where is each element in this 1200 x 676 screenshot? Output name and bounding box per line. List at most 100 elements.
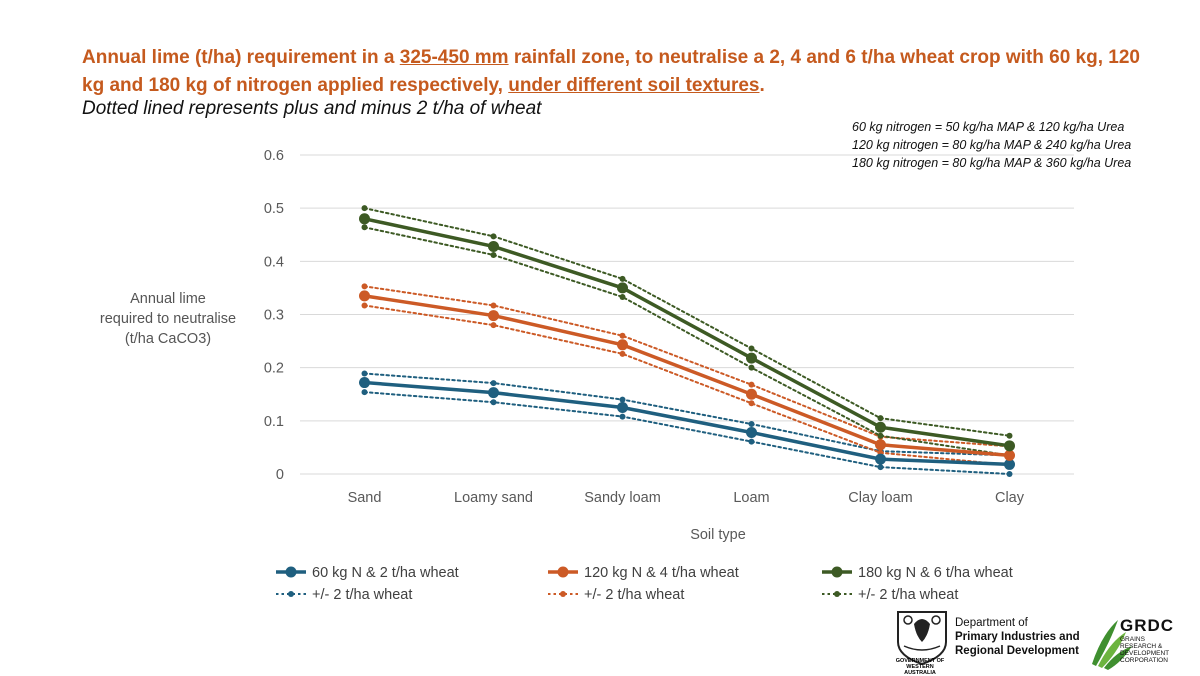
data-point	[619, 275, 626, 282]
x-tick-label: Sandy loam	[584, 490, 661, 506]
chart-title: Annual lime (t/ha) requirement in a 325-…	[82, 44, 1162, 100]
data-point	[359, 377, 370, 389]
note-60kg: 60 kg nitrogen = 50 kg/ha MAP & 120 kg/h…	[852, 120, 1125, 134]
legend-swatch-marker	[560, 591, 566, 597]
data-point	[361, 205, 368, 212]
x-tick-label: Clay	[995, 490, 1025, 506]
grdc-name: GRDC	[1120, 616, 1175, 635]
title-rainfall-zone: 325-450 mm	[399, 47, 509, 68]
data-point	[1004, 458, 1015, 470]
data-point	[875, 453, 886, 465]
data-point	[359, 213, 370, 225]
data-point	[748, 364, 755, 371]
y-tick-label: 0.3	[264, 308, 284, 324]
title-part1: Annual lime (t/ha) requirement in a	[82, 47, 400, 68]
chart-subtitle: Dotted lined represents plus and minus 2…	[82, 98, 542, 119]
x-axis-label: Soil type	[690, 527, 746, 543]
y-tick-label: 0.4	[264, 254, 284, 270]
legend-swatch-marker	[285, 566, 297, 578]
dept-line2: Primary Industries and	[955, 631, 1080, 643]
data-point	[748, 345, 755, 352]
data-point	[359, 290, 370, 302]
series-bound-line-8	[363, 226, 1011, 457]
data-point	[746, 388, 757, 400]
y-tick-label: 0.6	[264, 148, 284, 164]
note-180kg: 180 kg nitrogen = 80 kg/ha MAP & 360 kg/…	[852, 156, 1132, 170]
y-tick-label: 0.2	[264, 361, 284, 377]
legend-label: 180 kg N & 6 t/ha wheat	[858, 565, 1013, 581]
x-tick-label: Clay loam	[848, 490, 912, 506]
data-point	[877, 415, 884, 422]
data-point	[361, 302, 368, 309]
data-point	[361, 224, 368, 231]
legend-swatch-marker	[557, 566, 569, 578]
data-point	[490, 399, 497, 406]
series-line-6	[362, 217, 1012, 448]
series-bound-line-4	[363, 285, 1011, 448]
series-bound-line-5	[363, 304, 1011, 466]
data-point	[748, 381, 755, 388]
y-axis-label: Annual lime required to neutralise (t/ha…	[78, 289, 258, 349]
data-point	[748, 400, 755, 407]
wheat-leaf-icon	[1092, 620, 1132, 670]
data-point	[877, 464, 884, 471]
data-point	[490, 233, 497, 240]
legend-swatch-marker	[831, 566, 843, 578]
department-logo-text: Department of Primary Industries and Reg…	[955, 616, 1080, 658]
data-point	[619, 293, 626, 300]
nitrogen-notes: 60 kg nitrogen = 50 kg/ha MAP & 120 kg/h…	[852, 118, 1131, 172]
series-bound-line-7	[363, 207, 1011, 437]
dept-line1: Department of	[955, 617, 1028, 629]
legend-label: +/- 2 t/ha wheat	[858, 587, 958, 603]
legend-label: +/- 2 t/ha wheat	[312, 587, 412, 603]
y-axis-label-line2: required to neutralise	[99, 311, 237, 327]
data-point	[490, 380, 497, 387]
x-tick-label: Loam	[733, 490, 769, 506]
legend-label: +/- 2 t/ha wheat	[584, 587, 684, 603]
data-point	[1004, 449, 1015, 461]
grdc-logo: GRDC GRAINS RESEARCH & DEVELOPMENT CORPO…	[1120, 616, 1180, 664]
note-120kg: 120 kg nitrogen = 80 kg/ha MAP & 240 kg/…	[852, 138, 1132, 152]
data-point	[617, 402, 628, 414]
title-part2: rainfall zone, to neutralise a 2, 4 and …	[82, 47, 1140, 96]
data-point	[875, 421, 886, 433]
data-point	[619, 332, 626, 339]
y-axis-label-line3: (t/ha CaCO3)	[124, 331, 212, 347]
y-axis-label-line1: Annual lime	[130, 291, 206, 307]
data-point	[748, 421, 755, 428]
y-tick-label: 0.1	[264, 414, 284, 430]
data-point	[746, 352, 757, 364]
data-point	[617, 339, 628, 351]
wa-crest-icon	[897, 611, 947, 666]
data-point	[619, 413, 626, 420]
title-soil-textures: under different soil textures	[508, 75, 760, 96]
logo-area	[897, 611, 1132, 670]
legend-swatch-marker	[288, 591, 294, 597]
data-point	[488, 240, 499, 252]
dept-line3: Regional Development	[955, 645, 1079, 657]
series-line-0	[362, 380, 1012, 467]
data-point	[490, 302, 497, 309]
x-tick-label: Sand	[348, 490, 382, 506]
legend-swatch-marker	[834, 591, 840, 597]
data-point	[748, 438, 755, 445]
data-point	[488, 310, 499, 322]
data-point	[877, 432, 884, 439]
wa-caption: GOVERNMENT OF WESTERN AUSTRALIA	[895, 658, 945, 676]
data-point	[1006, 471, 1013, 477]
data-point	[361, 370, 368, 377]
series-bound-line-2	[363, 391, 1011, 475]
data-point	[361, 283, 368, 290]
y-tick-label: 0.5	[264, 201, 284, 217]
data-point	[490, 251, 497, 258]
data-point	[361, 389, 368, 396]
data-point	[875, 439, 886, 451]
y-tick-label: 0	[276, 467, 284, 483]
series-line-3	[362, 294, 1012, 458]
legend-label: 120 kg N & 4 t/ha wheat	[584, 565, 739, 581]
title-part3: .	[759, 75, 765, 96]
data-point	[619, 396, 626, 403]
data-point	[617, 282, 628, 294]
x-tick-label: Loamy sand	[454, 490, 533, 506]
